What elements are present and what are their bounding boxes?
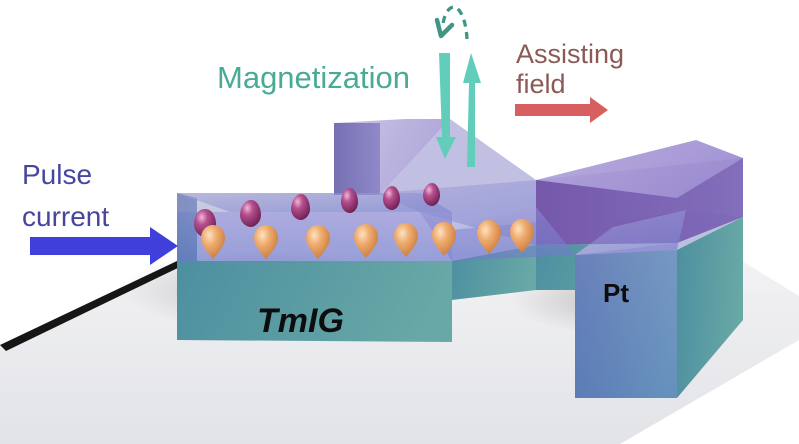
svg-text:TmIG: TmIG — [257, 302, 344, 340]
svg-text:Magnetization: Magnetization — [217, 60, 410, 95]
svg-text:Pt: Pt — [603, 278, 629, 308]
svg-text:current: current — [22, 201, 109, 232]
svg-text:Pulse: Pulse — [22, 159, 92, 190]
svg-text:Assisting: Assisting — [516, 39, 624, 69]
svg-text:field: field — [516, 69, 566, 99]
